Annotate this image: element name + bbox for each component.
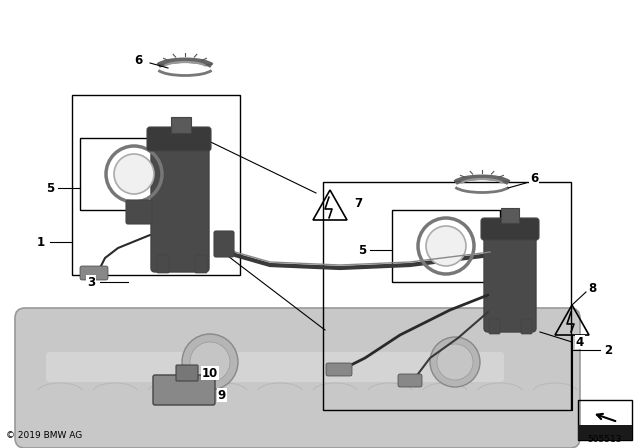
FancyBboxPatch shape [501, 208, 519, 223]
FancyBboxPatch shape [176, 365, 198, 381]
Text: 505513: 505513 [588, 435, 622, 444]
Circle shape [426, 226, 466, 266]
FancyBboxPatch shape [153, 375, 215, 405]
Circle shape [182, 334, 238, 390]
FancyBboxPatch shape [157, 255, 169, 273]
Text: 6: 6 [530, 172, 538, 185]
Circle shape [190, 342, 230, 382]
Circle shape [437, 344, 473, 380]
Text: 5: 5 [358, 244, 366, 257]
FancyBboxPatch shape [171, 117, 191, 133]
Text: 3: 3 [87, 276, 95, 289]
Text: 1: 1 [37, 236, 45, 249]
Circle shape [114, 154, 154, 194]
Text: 2: 2 [604, 344, 612, 357]
Circle shape [430, 337, 480, 387]
FancyBboxPatch shape [147, 127, 211, 151]
FancyBboxPatch shape [484, 228, 536, 332]
FancyBboxPatch shape [80, 266, 108, 280]
FancyBboxPatch shape [15, 308, 580, 448]
FancyBboxPatch shape [126, 200, 152, 224]
Text: 5: 5 [46, 181, 54, 194]
Text: 8: 8 [588, 281, 596, 294]
FancyBboxPatch shape [398, 374, 422, 387]
Text: 6: 6 [134, 53, 142, 66]
Bar [80, 138, 188, 210]
FancyBboxPatch shape [195, 255, 207, 273]
FancyBboxPatch shape [521, 319, 532, 334]
Bar [578, 400, 632, 440]
FancyBboxPatch shape [214, 231, 234, 257]
FancyBboxPatch shape [481, 218, 539, 240]
Bar [72, 95, 240, 275]
Bar [392, 210, 500, 282]
FancyBboxPatch shape [151, 132, 209, 272]
Text: 10: 10 [202, 366, 218, 379]
Bar [578, 425, 632, 440]
FancyBboxPatch shape [489, 319, 500, 334]
Text: © 2019 BMW AG: © 2019 BMW AG [6, 431, 83, 440]
FancyBboxPatch shape [326, 363, 352, 376]
Text: 7: 7 [354, 197, 362, 210]
Bar [323, 182, 571, 410]
Text: 9: 9 [218, 388, 226, 401]
Text: 4: 4 [576, 336, 584, 349]
FancyBboxPatch shape [46, 352, 504, 382]
